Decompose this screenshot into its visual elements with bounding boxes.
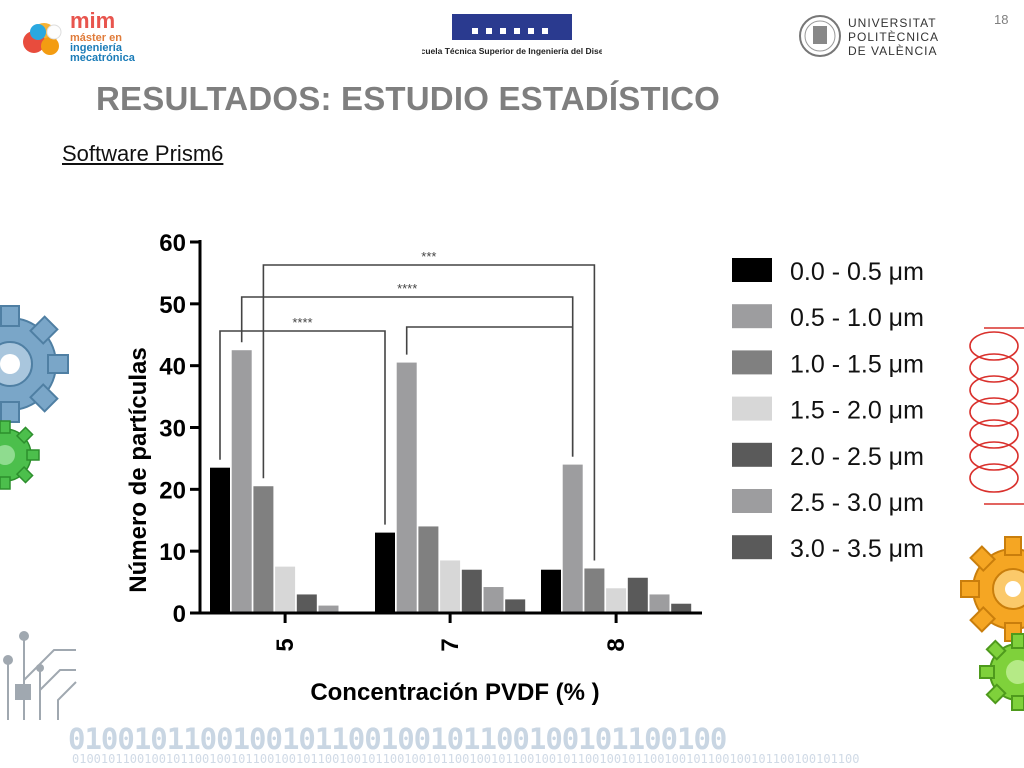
y-tick-label: 40 (159, 354, 186, 381)
mim-initials: mim (70, 8, 115, 33)
y-tick-label: 20 (159, 477, 186, 504)
significance-label: **** (397, 281, 417, 296)
significance-bracket (219, 330, 386, 525)
bars-layer (210, 350, 692, 613)
green-gear-icon (0, 420, 40, 490)
bar-7-series-6 (505, 599, 526, 613)
green-gear-icon (979, 633, 1024, 711)
bar-8-series-1 (562, 464, 583, 613)
legend-swatch (732, 535, 772, 560)
bar-8-series-0 (541, 569, 561, 613)
mim-line-3: mecatrónica (70, 52, 136, 64)
slide-subtitle: Software Prism6 (62, 141, 224, 166)
legend-label: 1.0 - 1.5 μm (790, 350, 924, 378)
legend-label: 2.0 - 2.5 μm (790, 443, 924, 471)
upv-line-3: DE VALÈNCIA (848, 43, 937, 58)
legend-swatch (732, 442, 772, 467)
bar-7-series-5 (483, 587, 504, 613)
etsid-logo: Escuela Técnica Superior de Ingeniería d… (422, 14, 602, 56)
bar-7-series-3 (440, 560, 461, 613)
bar-8-series-6 (671, 603, 692, 613)
slide-number: 18 (994, 12, 1009, 27)
etsid-name: Escuela Técnica Superior de Ingeniería d… (422, 46, 602, 56)
bar-8-series-5 (649, 594, 670, 613)
legend-label: 2.5 - 3.0 μm (790, 489, 924, 517)
legend-swatch (732, 304, 772, 329)
x-tick-label: 7 (437, 638, 464, 651)
bar-5-series-1 (231, 350, 252, 613)
legend-swatch (732, 396, 772, 421)
y-tick-label: 30 (159, 416, 186, 443)
binary-decoration-small: 0100101100100101100100101100100101100100… (72, 752, 860, 766)
x-tick-label: 8 (603, 638, 630, 651)
bar-7-series-4 (461, 569, 482, 613)
circuit-icon (3, 631, 77, 720)
x-tick-label: 5 (272, 638, 299, 651)
bar-7-series-1 (396, 362, 417, 613)
axes-layer: 0 10 20 30 40 50 60 5 7 8 (159, 230, 702, 652)
legend-label: 0.5 - 1.0 μm (790, 304, 924, 332)
upv-line-1: UNIVERSITAT (848, 16, 937, 30)
bar-5-series-5 (318, 605, 339, 613)
bar-7-series-2 (418, 526, 439, 613)
upv-logo: UNIVERSITAT POLITÈCNICA DE VALÈNCIA (799, 15, 939, 58)
significance-label: *** (421, 249, 436, 264)
significance-label: **** (292, 315, 312, 330)
legend-label: 3.0 - 3.5 μm (790, 535, 924, 563)
legend-swatch (732, 258, 772, 282)
legend-label: 1.5 - 2.0 μm (790, 397, 924, 425)
slide-title: RESULTADOS: ESTUDIO ESTADÍSTICO (96, 80, 721, 117)
bar-5-series-3 (275, 566, 296, 613)
significance-bracket (262, 264, 596, 561)
bar-7-series-0 (375, 532, 395, 613)
x-axis-label: Concentración PVDF (% ) (310, 679, 599, 706)
upv-line-2: POLITÈCNICA (848, 29, 939, 44)
mim-line-1: máster en (70, 32, 122, 44)
y-tick-label: 10 (159, 539, 186, 566)
bar-5-series-4 (296, 594, 317, 613)
blue-gear-icon (0, 305, 69, 423)
significance-brackets: *********** (219, 249, 596, 561)
coil-icon (969, 327, 1024, 505)
significance-bracket (405, 326, 574, 457)
y-tick-label: 60 (159, 230, 186, 257)
mim-line-2: ingeniería (70, 42, 123, 54)
bar-5-series-2 (253, 486, 274, 613)
bar-5-series-0 (210, 467, 230, 613)
y-axis-label: Número de partículas (125, 347, 152, 592)
bar-8-series-2 (584, 568, 605, 613)
y-tick-label: 0 (173, 601, 186, 628)
orange-gear-icon (960, 536, 1024, 642)
mim-logo: mim máster en ingeniería mecatrónica (23, 8, 136, 64)
legend-swatch (732, 489, 772, 513)
bar-8-series-4 (627, 577, 648, 613)
bar-8-series-3 (606, 588, 627, 613)
legend: 0.0 - 0.5 μm 0.5 - 1.0 μm 1.0 - 1.5 μm 1.5 … (732, 258, 924, 563)
legend-label: 0.0 - 0.5 μm (790, 258, 924, 286)
binary-decoration-large: 0100101100100101100100101100100101100100 (68, 722, 727, 756)
legend-swatch (732, 350, 772, 375)
y-tick-label: 50 (159, 292, 186, 319)
